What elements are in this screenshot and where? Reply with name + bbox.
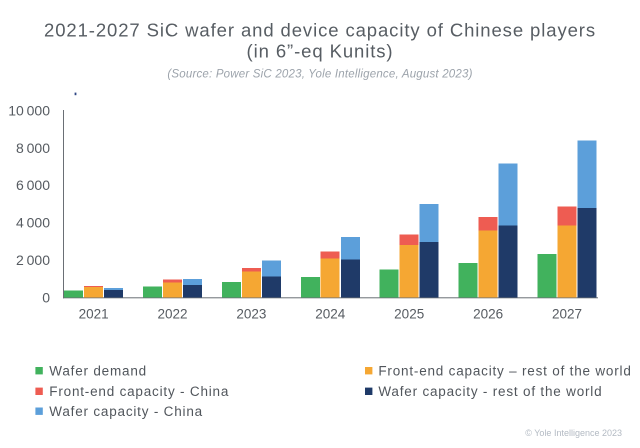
svg-text:(Source: Power SiC 2023, Yole: (Source: Power SiC 2023, Yole Intelligen… [167, 69, 472, 81]
svg-text:2 000: 2 000 [16, 252, 50, 268]
svg-text:© Yole Intelligence 2023: © Yole Intelligence 2023 [525, 428, 622, 438]
svg-text:Front-end capacity - China: Front-end capacity - China [49, 384, 229, 399]
svg-text:2026: 2026 [473, 307, 503, 322]
svg-text:(in 6”-eq Kunits): (in 6”-eq Kunits) [247, 41, 394, 62]
svg-text:2027: 2027 [552, 307, 582, 322]
svg-text:10 000: 10 000 [8, 102, 50, 118]
svg-text:2021-2027 SiC wafer and device: 2021-2027 SiC wafer and device capacity … [44, 20, 596, 41]
svg-text:2021: 2021 [79, 307, 109, 322]
svg-text:2024: 2024 [315, 307, 346, 322]
svg-text:Wafer demand: Wafer demand [49, 363, 147, 378]
svg-text:8 000: 8 000 [16, 140, 50, 156]
svg-text:2025: 2025 [394, 307, 424, 322]
svg-text:Wafer capacity - China: Wafer capacity - China [49, 404, 203, 419]
svg-text:Front-end capacity – rest of t: Front-end capacity – rest of the world [378, 363, 631, 378]
svg-text:6 000: 6 000 [16, 177, 50, 193]
svg-text:Wafer capacity - rest of the w: Wafer capacity - rest of the world [378, 384, 602, 399]
svg-text:2023: 2023 [236, 307, 266, 322]
svg-text:2022: 2022 [157, 307, 187, 322]
svg-text:0: 0 [42, 289, 50, 305]
svg-text:4 000: 4 000 [16, 214, 50, 230]
